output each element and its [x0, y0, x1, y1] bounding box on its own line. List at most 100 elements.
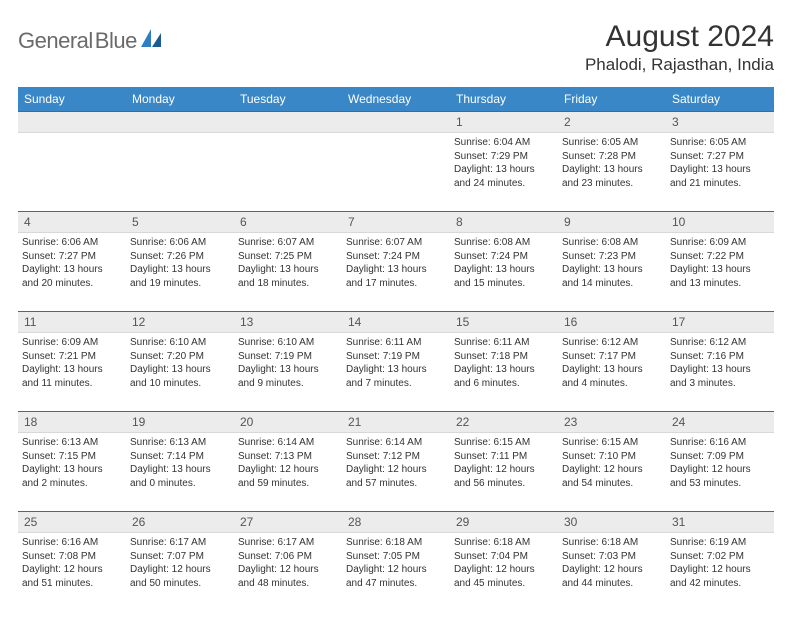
week-row: Sunrise: 6:06 AMSunset: 7:27 PMDaylight:… — [18, 233, 774, 311]
daylight-text: Daylight: 13 hours and 19 minutes. — [130, 263, 230, 290]
sunset-text: Sunset: 7:20 PM — [130, 350, 230, 364]
dayname-sun: Sunday — [18, 87, 126, 111]
sunrise-text: Sunrise: 6:14 AM — [238, 436, 338, 450]
sunrise-text: Sunrise: 6:09 AM — [22, 336, 122, 350]
sunrise-text: Sunrise: 6:17 AM — [238, 536, 338, 550]
daylight-text: Daylight: 13 hours and 21 minutes. — [670, 163, 770, 190]
daylight-text: Daylight: 13 hours and 10 minutes. — [130, 363, 230, 390]
sunset-text: Sunset: 7:21 PM — [22, 350, 122, 364]
day-cell: Sunrise: 6:16 AMSunset: 7:08 PMDaylight:… — [18, 533, 126, 611]
daylight-text: Daylight: 13 hours and 2 minutes. — [22, 463, 122, 490]
daylight-text: Daylight: 12 hours and 47 minutes. — [346, 563, 446, 590]
day-number: 19 — [126, 412, 234, 432]
day-cell: Sunrise: 6:05 AMSunset: 7:28 PMDaylight:… — [558, 133, 666, 211]
dayname-wed: Wednesday — [342, 87, 450, 111]
dayname-fri: Friday — [558, 87, 666, 111]
sunrise-text: Sunrise: 6:07 AM — [346, 236, 446, 250]
daynum-row: 11121314151617 — [18, 311, 774, 333]
sunrise-text: Sunrise: 6:16 AM — [670, 436, 770, 450]
day-number: 3 — [666, 112, 774, 132]
sunset-text: Sunset: 7:28 PM — [562, 150, 662, 164]
daylight-text: Daylight: 13 hours and 3 minutes. — [670, 363, 770, 390]
sunrise-text: Sunrise: 6:05 AM — [562, 136, 662, 150]
day-cell: Sunrise: 6:11 AMSunset: 7:19 PMDaylight:… — [342, 333, 450, 411]
sunrise-text: Sunrise: 6:19 AM — [670, 536, 770, 550]
sunset-text: Sunset: 7:23 PM — [562, 250, 662, 264]
daylight-text: Daylight: 13 hours and 11 minutes. — [22, 363, 122, 390]
sunset-text: Sunset: 7:02 PM — [670, 550, 770, 564]
title-block: August 2024 Phalodi, Rajasthan, India — [585, 20, 774, 75]
day-number: 6 — [234, 212, 342, 232]
day-number: 11 — [18, 312, 126, 332]
day-number: 23 — [558, 412, 666, 432]
calendar-grid: Sunday Monday Tuesday Wednesday Thursday… — [18, 87, 774, 611]
day-number: 10 — [666, 212, 774, 232]
day-cell: Sunrise: 6:18 AMSunset: 7:03 PMDaylight:… — [558, 533, 666, 611]
daylight-text: Daylight: 12 hours and 53 minutes. — [670, 463, 770, 490]
day-cell — [342, 133, 450, 211]
day-cell: Sunrise: 6:09 AMSunset: 7:21 PMDaylight:… — [18, 333, 126, 411]
day-number: 29 — [450, 512, 558, 532]
daynum-row: 45678910 — [18, 211, 774, 233]
day-cell — [18, 133, 126, 211]
logo-text-blue: Blue — [95, 28, 137, 54]
dayname-sat: Saturday — [666, 87, 774, 111]
daylight-text: Daylight: 12 hours and 42 minutes. — [670, 563, 770, 590]
day-cell: Sunrise: 6:18 AMSunset: 7:04 PMDaylight:… — [450, 533, 558, 611]
day-number — [234, 112, 342, 132]
daylight-text: Daylight: 12 hours and 51 minutes. — [22, 563, 122, 590]
day-number: 5 — [126, 212, 234, 232]
sunrise-text: Sunrise: 6:05 AM — [670, 136, 770, 150]
day-number: 27 — [234, 512, 342, 532]
day-number: 21 — [342, 412, 450, 432]
daynum-row: 123 — [18, 111, 774, 133]
sunrise-text: Sunrise: 6:18 AM — [346, 536, 446, 550]
day-cell: Sunrise: 6:15 AMSunset: 7:10 PMDaylight:… — [558, 433, 666, 511]
day-number: 25 — [18, 512, 126, 532]
sunset-text: Sunset: 7:19 PM — [238, 350, 338, 364]
day-cell: Sunrise: 6:14 AMSunset: 7:12 PMDaylight:… — [342, 433, 450, 511]
day-number: 7 — [342, 212, 450, 232]
dayname-mon: Monday — [126, 87, 234, 111]
day-number — [126, 112, 234, 132]
day-cell: Sunrise: 6:08 AMSunset: 7:24 PMDaylight:… — [450, 233, 558, 311]
daynum-row: 25262728293031 — [18, 511, 774, 533]
daylight-text: Daylight: 13 hours and 14 minutes. — [562, 263, 662, 290]
brand-logo: GeneralBlue — [18, 20, 163, 54]
daylight-text: Daylight: 13 hours and 20 minutes. — [22, 263, 122, 290]
sunset-text: Sunset: 7:04 PM — [454, 550, 554, 564]
sunrise-text: Sunrise: 6:17 AM — [130, 536, 230, 550]
sunset-text: Sunset: 7:16 PM — [670, 350, 770, 364]
day-cell: Sunrise: 6:09 AMSunset: 7:22 PMDaylight:… — [666, 233, 774, 311]
day-number: 1 — [450, 112, 558, 132]
day-number: 20 — [234, 412, 342, 432]
day-cell: Sunrise: 6:12 AMSunset: 7:17 PMDaylight:… — [558, 333, 666, 411]
sunrise-text: Sunrise: 6:11 AM — [346, 336, 446, 350]
daylight-text: Daylight: 12 hours and 54 minutes. — [562, 463, 662, 490]
day-cell: Sunrise: 6:12 AMSunset: 7:16 PMDaylight:… — [666, 333, 774, 411]
day-number: 4 — [18, 212, 126, 232]
sunset-text: Sunset: 7:26 PM — [130, 250, 230, 264]
day-number — [342, 112, 450, 132]
day-cell: Sunrise: 6:05 AMSunset: 7:27 PMDaylight:… — [666, 133, 774, 211]
week-row: Sunrise: 6:04 AMSunset: 7:29 PMDaylight:… — [18, 133, 774, 211]
day-number: 28 — [342, 512, 450, 532]
day-cell: Sunrise: 6:19 AMSunset: 7:02 PMDaylight:… — [666, 533, 774, 611]
daylight-text: Daylight: 13 hours and 24 minutes. — [454, 163, 554, 190]
dayname-row: Sunday Monday Tuesday Wednesday Thursday… — [18, 87, 774, 111]
day-cell: Sunrise: 6:08 AMSunset: 7:23 PMDaylight:… — [558, 233, 666, 311]
sunrise-text: Sunrise: 6:14 AM — [346, 436, 446, 450]
day-number: 2 — [558, 112, 666, 132]
location-text: Phalodi, Rajasthan, India — [585, 55, 774, 75]
daylight-text: Daylight: 13 hours and 15 minutes. — [454, 263, 554, 290]
daylight-text: Daylight: 12 hours and 50 minutes. — [130, 563, 230, 590]
week-row: Sunrise: 6:13 AMSunset: 7:15 PMDaylight:… — [18, 433, 774, 511]
daynum-row: 18192021222324 — [18, 411, 774, 433]
sunrise-text: Sunrise: 6:10 AM — [238, 336, 338, 350]
logo-text-gray: General — [18, 28, 93, 54]
day-cell: Sunrise: 6:18 AMSunset: 7:05 PMDaylight:… — [342, 533, 450, 611]
day-number: 14 — [342, 312, 450, 332]
sunset-text: Sunset: 7:09 PM — [670, 450, 770, 464]
sunrise-text: Sunrise: 6:04 AM — [454, 136, 554, 150]
sunset-text: Sunset: 7:13 PM — [238, 450, 338, 464]
